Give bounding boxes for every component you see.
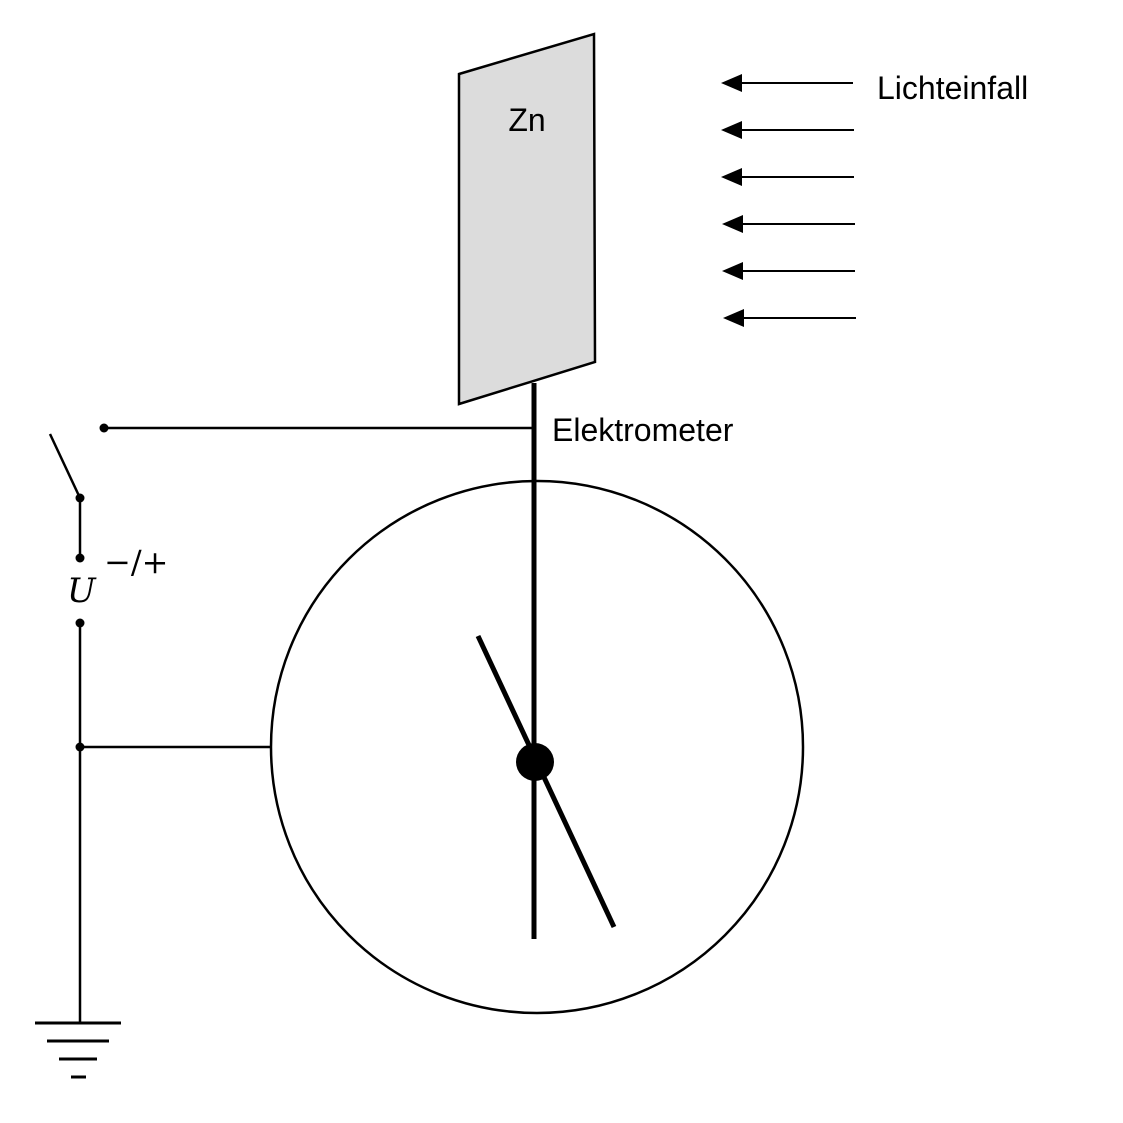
polarity-label: −/+ [104,543,168,581]
arrow-head-2 [721,121,742,139]
zinc-plate-label: Zn [508,102,545,138]
arrow-head-6 [723,309,744,327]
pointer-pivot [516,743,554,781]
arrow-head-3 [721,168,742,186]
light-incidence-label: Lichteinfall [877,70,1028,106]
electrometer-label: Elektrometer [552,412,734,448]
voltage-label: U [67,571,97,611]
arrow-head-5 [722,262,743,280]
ground-symbol [35,1021,121,1079]
arrow-head-4 [722,215,743,233]
switch-lever [48,433,82,499]
voltage-terminal-top [75,553,85,563]
electrometer-pointer [475,634,617,929]
zinc-plate [457,32,597,406]
switch-contact-top [99,423,109,433]
light-arrows [721,74,856,327]
arrow-head-1 [721,74,742,92]
